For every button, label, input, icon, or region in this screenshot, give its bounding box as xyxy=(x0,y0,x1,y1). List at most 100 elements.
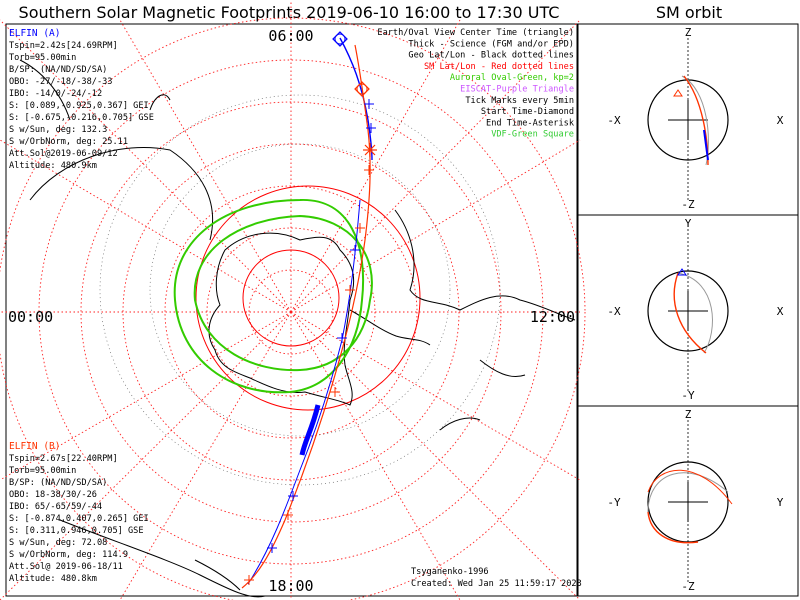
elfin-b-end-asterisk xyxy=(363,143,377,157)
legend-entry: SM Lat/Lon - Red dotted lines xyxy=(424,62,574,72)
elfin-b-track xyxy=(241,44,371,589)
sm-axis-label: X xyxy=(777,305,784,318)
satellite-info-line: S w/Sun, deg: 72.08 xyxy=(9,538,107,548)
sm-lon-line xyxy=(290,311,581,600)
orbit-b-trace xyxy=(673,272,707,354)
orbit-b-trace xyxy=(647,511,699,544)
legend-entry: Geo Lat/Lon - Black dotted lines xyxy=(408,51,574,61)
satellite-info-line: S w/OrbNorm, deg: 25.11 xyxy=(9,137,128,147)
elfin-b-info: ELFIN (B) Tspin=2.67s[22.40RPM] Torb=95.00… xyxy=(9,441,149,584)
sm-lon-line xyxy=(290,311,581,481)
sm-axis-label: -Z xyxy=(681,198,695,211)
sm-axis-label: -Z xyxy=(681,580,695,593)
legend-entry: VDF-Green Square xyxy=(491,130,574,140)
sm-lon-line xyxy=(290,311,461,600)
sm-latitude-ring xyxy=(195,185,421,411)
sm-axis-label: Y xyxy=(777,496,784,509)
satellite-info-line: Att.Sol@2019-06-09/12 xyxy=(9,149,118,159)
mlt-label-bottom: 18:00 xyxy=(268,577,313,595)
plot-title: Southern Solar Magnetic Footprints 2019-… xyxy=(18,3,560,22)
sm-axis-label: -Y xyxy=(607,496,621,509)
sm-latlon-grid xyxy=(0,0,586,600)
sm-lon-line xyxy=(0,19,292,313)
satellite-info-line: Torb=95.00min xyxy=(9,466,76,476)
orbit-a-trace xyxy=(677,272,713,354)
mlt-label-left: 00:00 xyxy=(8,308,53,326)
elfin-a-footprint-line xyxy=(339,37,373,161)
satellite-info-line: IBO: -14/0/-24/-12 xyxy=(9,89,102,99)
island-coast xyxy=(439,417,481,431)
sm-pole-circle xyxy=(242,249,340,347)
sm-axis-label: -X xyxy=(607,305,621,318)
legend-entry: Earth/Oval View Center Time (triangle) xyxy=(377,28,574,38)
sm-orbit-panels: Z -Z -X X Y -Y -X X Z -Z -Y Y xyxy=(607,26,783,593)
auroral-oval-inner xyxy=(193,214,373,372)
elfin-b-footprint-line xyxy=(241,44,371,589)
sm-lat-circle xyxy=(0,17,586,600)
satellite-info-line: OBO: 18-38/30/-26 xyxy=(9,490,97,500)
satellite-info-line: S: [-0.675,-0.216,0.705] GSE xyxy=(9,113,154,123)
legend-entry: Auroral Oval-Green, kp=2 xyxy=(450,73,574,83)
coast-segment xyxy=(19,59,71,121)
sm-panel: Z -Z -Y Y xyxy=(607,408,783,593)
satellite-info-line: S: [0.311,0.946,0.705] GSE xyxy=(9,526,144,536)
elfin-b-start-marker xyxy=(356,83,368,95)
sm-orbit-title: SM orbit xyxy=(655,3,723,22)
sm-lon-line xyxy=(0,311,292,600)
elfin-a-track xyxy=(247,37,373,585)
mlt-label-right: 12:00 xyxy=(530,308,575,326)
coast-segment xyxy=(479,359,526,377)
satellite-name: ELFIN (B) xyxy=(9,441,60,452)
sm-lat-circle xyxy=(164,185,418,439)
sm-panel-frame-yz xyxy=(577,405,799,597)
satellite-info-line: OBO: -27/-18/-38/-33 xyxy=(9,77,112,87)
satellite-info-line: Tspin=2.67s[22.40RPM] xyxy=(9,454,118,464)
polar-map xyxy=(0,0,586,600)
geo-latlon-grid xyxy=(99,94,501,486)
sm-axis-label: X xyxy=(777,114,784,127)
satellite-info-line: Att.Sol@ 2019-06-18/11 xyxy=(9,562,123,572)
legend-entry: Tick Marks every 5min xyxy=(465,96,574,106)
elfin-a-start-marker xyxy=(334,33,346,45)
mlt-label-top: 06:00 xyxy=(268,27,313,45)
satellite-info-line: S: [-0.874,0.407,0.265] GEI xyxy=(9,514,149,524)
satellite-name: ELFIN (A) xyxy=(9,28,60,39)
south-america-coast xyxy=(394,209,576,321)
orbit-a-trace xyxy=(647,472,729,513)
coastlines xyxy=(19,59,576,598)
map-frame xyxy=(5,23,578,597)
sm-axis-label: -Y xyxy=(681,389,695,402)
geo-lat-circle xyxy=(99,94,501,486)
satellite-info-line: Altitude: 480.9km xyxy=(9,161,97,171)
sm-axis-label: Y xyxy=(685,217,692,230)
satellite-info-line: IBO: 65/-65/59/-44 xyxy=(9,502,102,512)
madagascar-coast xyxy=(194,559,241,591)
sm-lon-line xyxy=(290,139,581,313)
satellite-info-line: Torb=95.00min xyxy=(9,53,76,63)
new-zealand-coast xyxy=(149,94,171,111)
orbit-a-science xyxy=(703,129,709,161)
view-triangle xyxy=(673,89,683,97)
elfin-a-trace xyxy=(247,199,361,585)
satellite-info-line: Tspin=2.42s[24.69RPM] xyxy=(9,41,118,51)
geo-lat-circle xyxy=(149,143,451,437)
sm-lon-line xyxy=(290,19,581,313)
elfin-b-ticks xyxy=(244,165,374,585)
orbit-b-trace-upper xyxy=(647,469,733,505)
elfin-a-science-segment xyxy=(299,404,321,456)
legend-entry: EISCAT-Purple Triangle xyxy=(460,85,574,95)
auroral-oval-outer xyxy=(173,198,365,394)
australia-coast xyxy=(29,146,214,241)
sm-axis-label: Z xyxy=(685,408,692,421)
antarctic-peninsula xyxy=(349,309,431,346)
sm-lon-line xyxy=(0,311,292,481)
sm-lon-line xyxy=(0,139,292,313)
sm-lat-circle xyxy=(248,269,334,355)
sm-panel: Z -Z -X X xyxy=(607,26,783,211)
view-triangle xyxy=(677,268,687,276)
created-label: Created: Wed Jan 25 11:59:17 2023 xyxy=(411,579,582,589)
elfin-a-ticks xyxy=(267,99,376,553)
legend-entry: End Time-Asterisk xyxy=(486,118,575,128)
satellite-info-line: S: [0.089,-0.925,0.367] GEI xyxy=(9,101,149,111)
